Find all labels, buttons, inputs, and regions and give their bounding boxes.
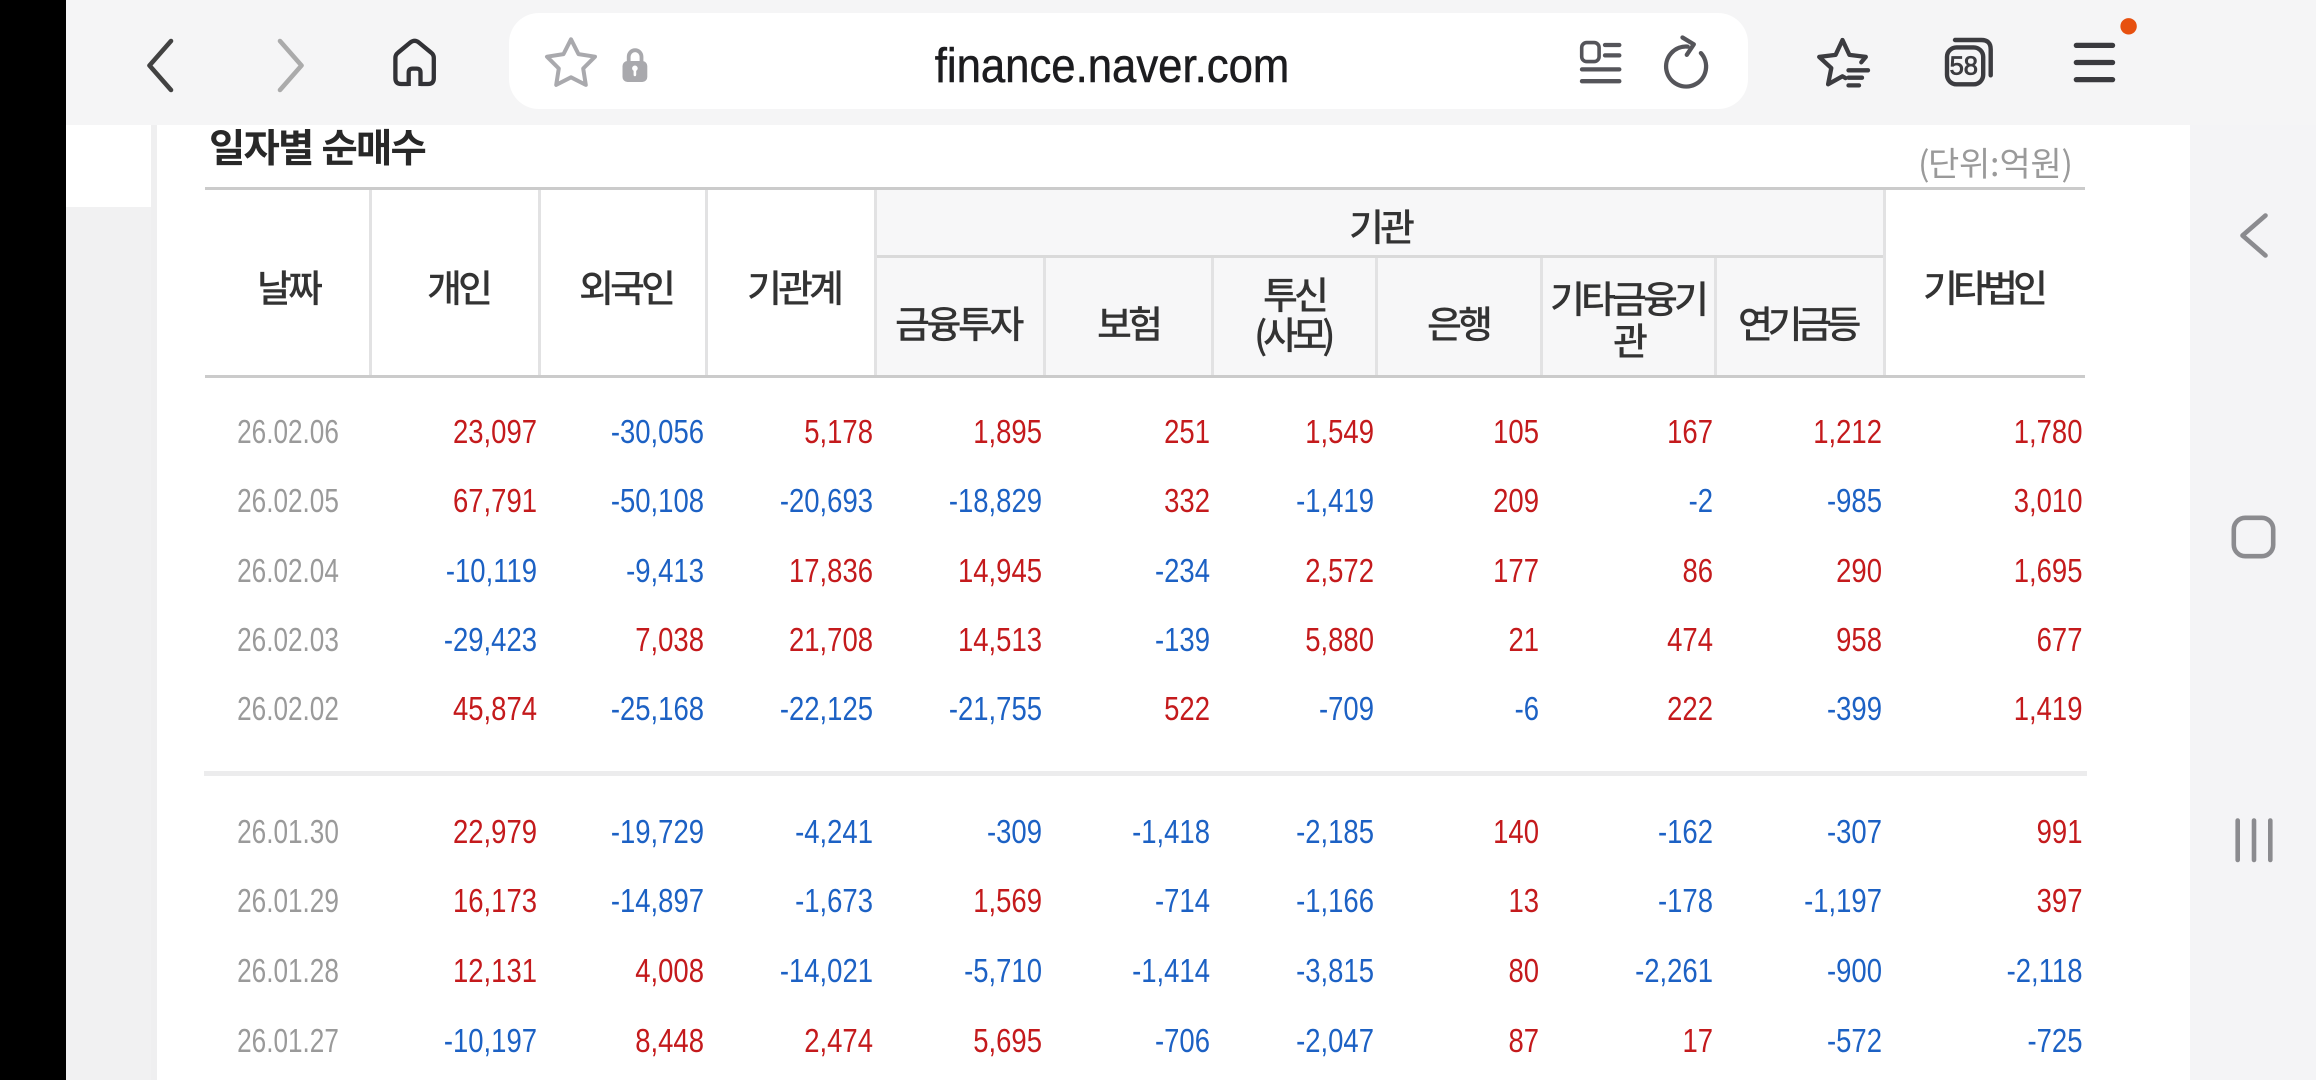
svg-text:58: 58	[1950, 53, 1978, 81]
